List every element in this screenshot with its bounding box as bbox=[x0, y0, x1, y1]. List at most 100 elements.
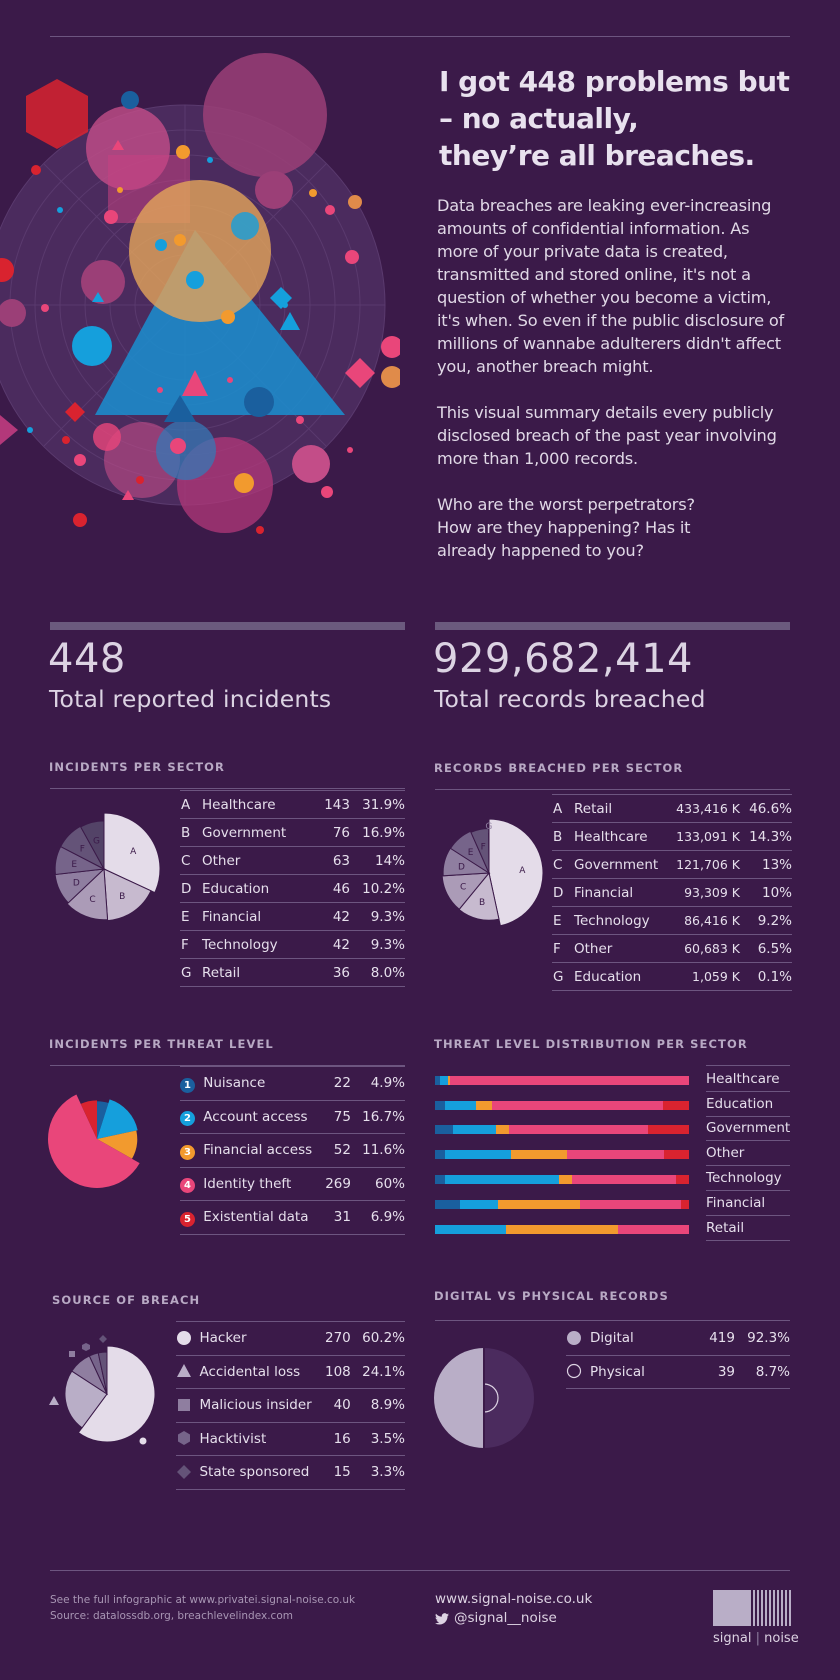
footer-website[interactable]: www.signal-noise.co.uk bbox=[435, 1591, 593, 1607]
incidents-sector-row: A Healthcare 143 31.9% bbox=[180, 790, 405, 819]
threat-level-row: 2 Account access 75 16.7% bbox=[180, 1100, 405, 1134]
bar-segment-level-4 bbox=[567, 1150, 664, 1159]
row-value: 108 bbox=[311, 1355, 351, 1389]
malicious-insider-marker bbox=[69, 1351, 75, 1357]
footer-twitter-row[interactable]: @signal__noise bbox=[435, 1609, 592, 1628]
bar-segment-level-4 bbox=[450, 1076, 689, 1085]
hero-illustration bbox=[0, 53, 400, 534]
records-total-value: 929,682,414 bbox=[433, 636, 693, 682]
row-label: Nuisance bbox=[203, 1066, 313, 1101]
physical-half bbox=[484, 1348, 534, 1448]
twitter-icon bbox=[435, 1612, 449, 1625]
threat-level-title: INCIDENTS PER THREAT LEVEL bbox=[49, 1037, 274, 1051]
bar-segment-level-1 bbox=[435, 1175, 446, 1184]
bar-segment-level-5 bbox=[681, 1200, 689, 1209]
incidents-sector-row: G Retail 36 8.0% bbox=[180, 958, 405, 987]
row-icon-cell bbox=[566, 1322, 590, 1356]
incidents-total-bar bbox=[50, 622, 405, 630]
row-label: Government bbox=[574, 850, 662, 879]
row-badge-cell: 1 bbox=[180, 1066, 204, 1101]
row-percent: 46.6% bbox=[740, 794, 792, 823]
row-badge-cell: 5 bbox=[180, 1200, 204, 1235]
row-percent: 10.2% bbox=[350, 874, 405, 903]
row-letter: F bbox=[552, 934, 574, 963]
row-letter: G bbox=[180, 958, 202, 987]
bar-segment-level-1 bbox=[435, 1076, 441, 1085]
row-percent: 4.9% bbox=[350, 1066, 405, 1101]
row-label: Other bbox=[574, 934, 662, 963]
row-percent: 11.6% bbox=[350, 1133, 405, 1168]
bar-segment-level-3 bbox=[506, 1225, 618, 1234]
hacker-marker bbox=[139, 1437, 147, 1445]
threat-slice-2 bbox=[97, 1099, 138, 1139]
records-sector-pie: A B C DEF G bbox=[441, 818, 544, 927]
bar-segment-level-3 bbox=[476, 1101, 492, 1110]
records-sector-title: RECORDS BREACHED PER SECTOR bbox=[434, 761, 684, 775]
row-value: 39 bbox=[695, 1355, 735, 1389]
pie-slice-f bbox=[59, 825, 106, 871]
stacked-bar-technology bbox=[435, 1175, 689, 1184]
row-value: 75 bbox=[312, 1100, 351, 1134]
bar-segment-level-1 bbox=[435, 1150, 446, 1159]
pie-label-a: A bbox=[519, 866, 526, 876]
stacked-bar-other bbox=[435, 1150, 689, 1159]
row-badge-cell: 3 bbox=[180, 1133, 204, 1168]
row-value: 40 bbox=[311, 1388, 351, 1423]
row-letter: D bbox=[552, 878, 574, 907]
row-percent: 0.1% bbox=[740, 962, 792, 991]
signal-noise-logo: signal | noise bbox=[713, 1590, 799, 1646]
pie-label-c: C bbox=[89, 895, 95, 905]
threat-level-row: 3 Financial access 52 11.6% bbox=[180, 1133, 405, 1168]
row-value: 419 bbox=[695, 1322, 735, 1356]
bar-segment-level-1 bbox=[435, 1200, 461, 1209]
footer-credits: See the full infographic at www.privatei… bbox=[50, 1592, 355, 1624]
records-sector-row: A Retail 433,416 K 46.6% bbox=[552, 794, 792, 823]
pie-label-g: G bbox=[93, 837, 100, 847]
outline-circle-icon bbox=[566, 1363, 582, 1379]
incidents-sector-rule bbox=[50, 788, 405, 789]
threat-distribution-title: THREAT LEVEL DISTRIBUTION PER SECTOR bbox=[434, 1037, 748, 1051]
row-label: Physical bbox=[590, 1355, 695, 1389]
records-sector-row: B Healthcare 133,091 K 14.3% bbox=[552, 822, 792, 851]
row-label: Education bbox=[202, 874, 306, 903]
headline-line-2: – no actually, bbox=[439, 102, 639, 135]
bar-segment-level-5 bbox=[663, 1101, 689, 1110]
row-percent: 92.3% bbox=[735, 1322, 790, 1356]
row-value: 270 bbox=[311, 1321, 351, 1356]
incidents-total-label: Total reported incidents bbox=[49, 685, 332, 713]
bar-segment-level-1 bbox=[435, 1125, 453, 1134]
threat-level-row: 4 Identity theft 269 60% bbox=[180, 1167, 405, 1201]
incidents-sector-row: D Education 46 10.2% bbox=[180, 874, 405, 903]
row-letter: C bbox=[180, 846, 202, 875]
row-value: 63 bbox=[306, 846, 350, 875]
pie-slice-c bbox=[441, 872, 491, 910]
accidental-loss-marker bbox=[49, 1396, 59, 1405]
row-letter: B bbox=[180, 818, 202, 847]
intro-paragraph-3: Who are the worst perpetrators? How are … bbox=[437, 495, 695, 560]
row-label: Technology bbox=[574, 906, 662, 935]
row-label: Existential data bbox=[203, 1200, 313, 1235]
pie-label-e: E bbox=[71, 860, 77, 870]
pie-slice-g bbox=[80, 820, 105, 870]
headline: I got 448 problems but – no actually, th… bbox=[439, 63, 809, 174]
square-icon bbox=[178, 1398, 190, 1411]
row-percent: 6.9% bbox=[350, 1200, 405, 1235]
row-percent: 8.7% bbox=[735, 1355, 790, 1389]
records-sector-row: G Education 1,059 K 0.1% bbox=[552, 962, 792, 991]
row-percent: 3.5% bbox=[350, 1422, 405, 1456]
source-row: Malicious insider 40 8.9% bbox=[176, 1388, 405, 1423]
row-label: Identity theft bbox=[203, 1167, 313, 1201]
row-letter: D bbox=[180, 874, 202, 903]
bar-segment-level-2 bbox=[445, 1101, 477, 1110]
bar-segment-level-5 bbox=[648, 1125, 689, 1134]
row-letter: B bbox=[552, 822, 574, 851]
row-icon-cell bbox=[176, 1355, 200, 1389]
source-row: State sponsored 15 3.3% bbox=[176, 1455, 405, 1490]
digital-half bbox=[434, 1348, 484, 1448]
pie-label-f: F bbox=[481, 843, 486, 853]
bar-segment-level-4 bbox=[617, 1225, 689, 1234]
records-sector-rule bbox=[435, 789, 790, 790]
pie-slice-c bbox=[66, 867, 109, 921]
row-percent: 10% bbox=[740, 878, 792, 907]
stacked-bar-label: Education bbox=[706, 1092, 790, 1117]
